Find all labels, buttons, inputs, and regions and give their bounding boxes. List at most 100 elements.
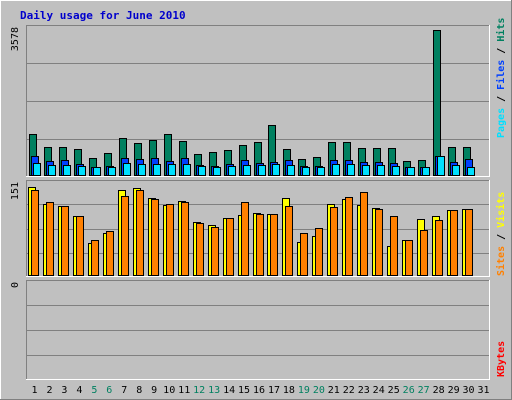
bar-sites-day-3 <box>61 206 69 276</box>
bar-sites-day-11 <box>181 202 189 276</box>
x-label-day-16: 16 <box>253 385 265 396</box>
legend-hits-panel-files: Files <box>495 60 507 90</box>
bar-pages-day-4 <box>78 166 86 176</box>
bar-sites-day-25 <box>390 216 398 276</box>
x-label-day-8: 8 <box>136 385 142 396</box>
x-label-day-4: 4 <box>76 385 82 396</box>
x-label-day-12: 12 <box>193 385 205 396</box>
series-legend-labels: Pages / Files / Hits Sites / Visits KBytes <box>495 18 507 377</box>
bar-pages-day-20 <box>317 167 325 176</box>
legend-hits-panel-separator: / <box>496 90 507 108</box>
bar-pages-day-11 <box>183 164 191 176</box>
bar-sites-day-20 <box>315 228 323 276</box>
legend-visits-panel-visits: Visits <box>495 192 507 228</box>
legend-visits-panel: Sites / Visits <box>495 192 507 276</box>
bar-pages-day-12 <box>198 166 206 176</box>
bar-pages-day-7 <box>123 163 131 176</box>
bar-sites-day-12 <box>196 223 204 276</box>
x-label-day-2: 2 <box>46 385 52 396</box>
x-axis-labels: 1 2 3 4 5 6 7 8 9 10 11 12 13 14 15 16 17 18 19 20 21 22 23 24 2… <box>31 385 489 396</box>
x-label-day-21: 21 <box>328 385 340 396</box>
chart-panels <box>26 25 490 380</box>
bar-sites-day-7 <box>121 196 129 276</box>
bar-sites-day-16 <box>256 214 264 276</box>
bar-sites-day-19 <box>300 233 308 276</box>
x-label-day-22: 22 <box>343 385 355 396</box>
bar-sites-day-6 <box>106 231 114 276</box>
x-label-day-17: 17 <box>268 385 280 396</box>
bar-sites-day-24 <box>375 209 383 276</box>
x-label-day-27: 27 <box>418 385 430 396</box>
bar-pages-day-15 <box>243 165 251 176</box>
bar-sites-day-17 <box>270 214 278 276</box>
bar-pages-day-3 <box>63 165 71 176</box>
legend-visits-panel-sites: Sites <box>495 246 507 276</box>
bar-sites-day-4 <box>76 216 84 276</box>
bar-sites-day-27 <box>420 230 428 276</box>
x-label-day-18: 18 <box>283 385 295 396</box>
bar-sites-day-29 <box>450 210 458 276</box>
x-label-day-20: 20 <box>313 385 325 396</box>
bar-sites-day-23 <box>360 192 368 276</box>
legend-hits-panel-hits: Hits <box>495 18 507 42</box>
y-max-label-panel-2: 151 <box>10 182 21 200</box>
bar-pages-day-29 <box>452 165 460 176</box>
bar-sites-day-13 <box>211 227 219 276</box>
bar-pages-day-10 <box>168 164 176 176</box>
x-label-day-31: 31 <box>477 385 489 396</box>
x-label-day-10: 10 <box>163 385 175 396</box>
x-label-day-23: 23 <box>358 385 370 396</box>
bar-sites-day-2 <box>46 202 54 276</box>
bar-sites-day-22 <box>345 197 353 276</box>
bar-sites-day-9 <box>151 199 159 276</box>
bar-pages-day-22 <box>347 164 355 176</box>
bar-pages-day-18 <box>287 165 295 176</box>
legend-visits-panel-separator: / <box>496 228 507 246</box>
bar-pages-day-30 <box>467 167 475 176</box>
bar-pages-day-26 <box>407 167 415 176</box>
y-max-label-panel-3: 0 <box>10 282 21 288</box>
bar-pages-day-16 <box>258 165 266 176</box>
bar-sites-day-15 <box>241 202 249 276</box>
chart-bars <box>28 30 475 276</box>
y-max-label-panel-1: 3578 <box>10 27 21 51</box>
bar-pages-day-17 <box>272 164 280 176</box>
x-label-day-30: 30 <box>462 385 474 396</box>
x-label-day-11: 11 <box>178 385 190 396</box>
bar-sites-day-8 <box>136 190 144 276</box>
bar-pages-day-25 <box>392 166 400 176</box>
bar-pages-day-19 <box>302 167 310 176</box>
x-label-day-7: 7 <box>121 385 127 396</box>
x-label-day-14: 14 <box>223 385 235 396</box>
x-label-day-15: 15 <box>238 385 250 396</box>
y-axis-labels: 3578 151 0 <box>10 27 21 288</box>
bar-sites-day-26 <box>405 240 413 276</box>
bar-pages-day-8 <box>138 164 146 176</box>
bar-pages-day-23 <box>362 165 370 176</box>
bar-pages-day-6 <box>108 167 116 176</box>
x-label-day-9: 9 <box>151 385 157 396</box>
bar-sites-day-30 <box>465 209 473 276</box>
bar-sites-day-5 <box>91 240 99 276</box>
x-label-day-5: 5 <box>91 385 97 396</box>
x-label-day-26: 26 <box>403 385 415 396</box>
legend-kbytes-panel-kbytes: KBytes <box>496 341 507 377</box>
bar-pages-day-28 <box>437 156 445 176</box>
x-label-day-28: 28 <box>433 385 445 396</box>
bar-pages-day-14 <box>228 166 236 176</box>
bar-sites-day-18 <box>285 206 293 276</box>
bar-pages-day-27 <box>422 167 430 176</box>
bar-sites-day-21 <box>330 207 338 276</box>
bar-pages-day-13 <box>213 167 221 176</box>
x-label-day-24: 24 <box>373 385 385 396</box>
bar-pages-day-5 <box>93 167 101 176</box>
bar-pages-day-21 <box>332 164 340 176</box>
legend-hits-panel-pages: Pages <box>496 108 507 138</box>
bar-sites-day-1 <box>31 190 39 276</box>
bar-sites-day-28 <box>435 220 443 276</box>
x-label-day-29: 29 <box>448 385 460 396</box>
chart-title: Daily usage for June 2010 <box>20 9 186 22</box>
legend-kbytes-panel: KBytes <box>496 341 507 377</box>
x-label-day-13: 13 <box>208 385 220 396</box>
bar-sites-day-14 <box>226 218 234 276</box>
